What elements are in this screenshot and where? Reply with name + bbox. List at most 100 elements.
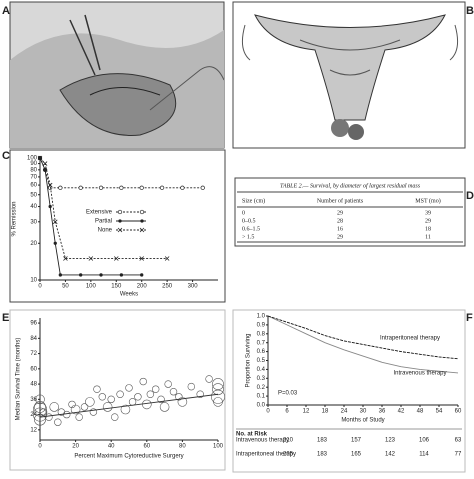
point bbox=[211, 389, 226, 404]
point bbox=[128, 398, 137, 406]
x-tick-label: 40 bbox=[108, 444, 115, 450]
y-tick-label: 0.3 bbox=[257, 376, 266, 382]
risk-title: No. at Risk bbox=[236, 432, 268, 438]
survival-curve bbox=[267, 315, 459, 360]
series-line bbox=[39, 157, 203, 189]
curve-label: Intravenous therapy bbox=[393, 371, 446, 377]
point bbox=[39, 408, 48, 416]
point bbox=[159, 402, 170, 412]
table-frame bbox=[234, 177, 466, 247]
risk-count: 157 bbox=[351, 438, 362, 444]
risk-count: 183 bbox=[317, 438, 328, 444]
y-tick-label: 80 bbox=[30, 167, 37, 173]
point bbox=[157, 395, 165, 404]
point bbox=[93, 385, 101, 393]
point bbox=[116, 390, 124, 398]
table-cell: 29 bbox=[425, 218, 431, 224]
point bbox=[107, 395, 115, 404]
x-tick-label: 100 bbox=[86, 284, 97, 290]
panel-frame bbox=[232, 309, 466, 473]
y-tick-label: 0.2 bbox=[257, 385, 266, 391]
marker bbox=[140, 219, 144, 223]
x-tick-label: 20 bbox=[72, 444, 79, 450]
point bbox=[49, 402, 60, 412]
y-tick-label: 0.0 bbox=[257, 403, 266, 409]
point bbox=[62, 410, 71, 419]
y-axis-label: Median Survival Time (months) bbox=[16, 338, 22, 421]
risk-row-label: Intravenous therapy bbox=[236, 438, 289, 444]
point bbox=[102, 402, 113, 412]
point bbox=[205, 375, 213, 383]
risk-count: 183 bbox=[317, 452, 328, 458]
risk-count: 210 bbox=[283, 438, 294, 444]
panel-label: C bbox=[2, 150, 10, 162]
marker bbox=[58, 185, 63, 190]
point bbox=[142, 399, 152, 410]
point bbox=[187, 382, 196, 391]
point bbox=[212, 378, 224, 390]
illustration-a bbox=[9, 1, 225, 149]
risk-count: 63 bbox=[455, 438, 462, 444]
x-axis-label: Weeks bbox=[120, 292, 138, 298]
y-tick-label: 0.8 bbox=[257, 331, 266, 337]
point bbox=[85, 397, 95, 407]
series-line bbox=[39, 157, 142, 276]
risk-count: 106 bbox=[419, 438, 430, 444]
marker bbox=[200, 185, 205, 190]
marker bbox=[118, 219, 122, 223]
point bbox=[125, 384, 133, 392]
point bbox=[98, 393, 107, 401]
y-tick-label: 0.9 bbox=[257, 322, 266, 328]
x-tick-label: 60 bbox=[455, 409, 462, 415]
annotation: P=0.03 bbox=[278, 391, 298, 397]
survival-curve bbox=[267, 315, 459, 374]
risk-row-label: Intraperitoneal therapy bbox=[236, 452, 296, 458]
panel-label: D bbox=[466, 190, 474, 202]
illustration-b bbox=[232, 1, 466, 149]
marker bbox=[139, 227, 145, 233]
point bbox=[139, 377, 147, 386]
x-tick-label: 200 bbox=[137, 284, 148, 290]
marker bbox=[119, 273, 124, 277]
trend-line bbox=[39, 393, 219, 418]
table-cell: 0 bbox=[242, 210, 245, 216]
marker bbox=[48, 204, 52, 209]
table-cell: 16 bbox=[337, 226, 343, 232]
marker bbox=[99, 273, 103, 277]
y-tick-label: 48 bbox=[30, 382, 37, 388]
point bbox=[89, 408, 98, 416]
table-cell: 0–0.5 bbox=[242, 218, 256, 224]
marker bbox=[88, 256, 94, 261]
legend-label: Partial bbox=[95, 219, 112, 225]
y-tick-label: 24 bbox=[30, 412, 37, 418]
y-tick-label: 36 bbox=[30, 397, 37, 403]
point bbox=[45, 413, 53, 421]
point bbox=[80, 403, 89, 411]
point bbox=[54, 418, 62, 426]
x-tick-label: 0 bbox=[266, 409, 270, 415]
point bbox=[152, 385, 160, 393]
y-tick-label: 96 bbox=[30, 321, 37, 327]
point bbox=[196, 390, 204, 398]
marker bbox=[159, 185, 165, 190]
y-axis-label: Proportion Surviving bbox=[246, 333, 252, 387]
point bbox=[75, 413, 83, 421]
legend-label: None bbox=[98, 228, 113, 234]
marker bbox=[58, 273, 62, 277]
table-cell: > 1.5 bbox=[242, 234, 254, 240]
point bbox=[68, 400, 76, 409]
x-tick-label: 150 bbox=[111, 284, 122, 290]
marker bbox=[52, 219, 58, 225]
x-tick-label: 42 bbox=[398, 409, 405, 415]
y-tick-label: 10 bbox=[30, 278, 37, 284]
point bbox=[111, 413, 119, 421]
marker bbox=[117, 227, 123, 233]
x-tick-label: 80 bbox=[179, 444, 186, 450]
x-tick-label: 6 bbox=[285, 409, 289, 415]
y-tick-label: 60 bbox=[30, 183, 37, 189]
table-cell: 28 bbox=[337, 218, 343, 224]
table-caption: TABLE 2.— Survival, by diameter of large… bbox=[280, 182, 421, 189]
y-tick-label: 0.1 bbox=[257, 394, 266, 400]
y-tick-label: 0.5 bbox=[257, 358, 266, 364]
marker bbox=[63, 256, 68, 261]
